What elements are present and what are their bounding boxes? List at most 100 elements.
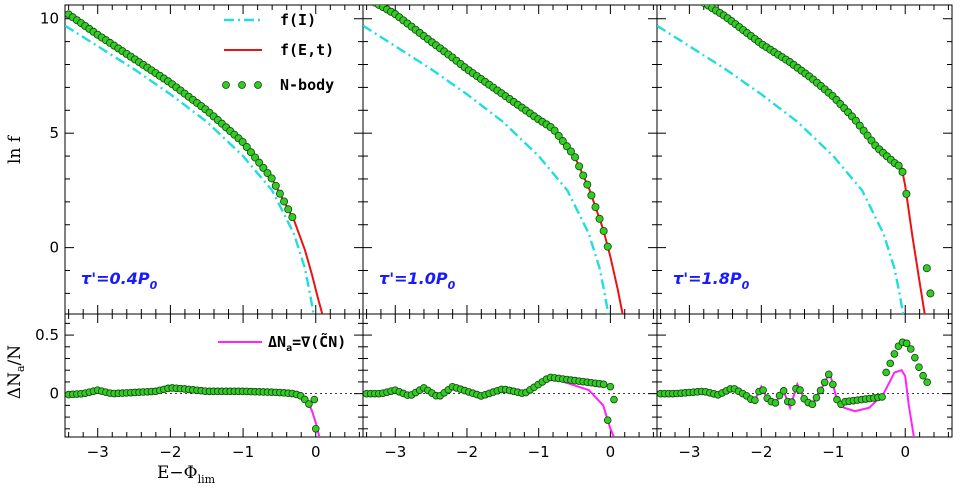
panel-2: −3 −2 −1 0 τ'=1.0P0 xyxy=(362,0,658,461)
series-f-i xyxy=(363,24,610,314)
nbody-point xyxy=(587,191,596,200)
nbody-point xyxy=(697,0,704,4)
series-delta-fit xyxy=(363,376,615,437)
panel-label: τ'=0.4P0 xyxy=(81,269,158,292)
nbody-point xyxy=(599,226,608,235)
delta-point xyxy=(890,350,899,358)
y-tick-label-top: 10 xyxy=(40,10,59,28)
legend-f-i-label: f(I) xyxy=(280,11,316,29)
series-f-i xyxy=(65,24,315,314)
nbody-point xyxy=(575,162,584,171)
delta-point xyxy=(878,393,886,401)
x-tick-label: −2 xyxy=(159,443,181,461)
nbody-point xyxy=(280,197,289,206)
nbody-point xyxy=(284,205,293,214)
delta-point xyxy=(788,398,796,406)
nbody-point xyxy=(550,126,559,135)
nbody-point xyxy=(363,0,370,1)
legend-nbody-dot-1 xyxy=(222,81,230,89)
panel-label: τ'=1.8P0 xyxy=(673,269,750,292)
delta-point xyxy=(820,378,829,387)
delta-point xyxy=(796,386,804,394)
y-tick-label-top: 5 xyxy=(49,124,59,142)
nbody-point xyxy=(558,137,567,146)
legend-nbody-dot-2 xyxy=(238,81,246,89)
legend-nbody-label: N-body xyxy=(280,76,334,94)
nbody-point xyxy=(571,153,580,162)
plot-frame-top xyxy=(656,4,953,315)
nbody-point xyxy=(275,189,284,198)
delta-point xyxy=(902,339,911,348)
delta-point xyxy=(919,371,927,380)
x-tick-label: 0 xyxy=(900,443,910,461)
nbody-point xyxy=(603,242,612,251)
top-series xyxy=(657,0,935,314)
nbody-point xyxy=(894,161,903,170)
y-axis-label-top: ln f xyxy=(5,134,25,164)
nbody-point xyxy=(259,163,268,172)
panel-1: −3 −2 −1 0 0 5 10 0 0.5 τ'=0.4P0 xyxy=(35,4,364,461)
delta-point xyxy=(775,391,784,400)
delta-point xyxy=(779,387,788,395)
nbody-point xyxy=(566,147,575,156)
delta-point xyxy=(915,363,923,371)
y-tick-label-bottom: 0 xyxy=(49,385,59,403)
delta-point xyxy=(882,368,890,377)
legend-top: f(I) f(E,t) N-body xyxy=(222,11,334,94)
x-axis-label: E−Φlim xyxy=(157,463,216,486)
top-series xyxy=(65,10,324,314)
delta-point xyxy=(812,393,821,402)
panels-layer: −3 −2 −1 0 0 5 10 0 0.5 τ'=0.4P0 −3 −2 −1 0 τ'=1.0P0 −3… xyxy=(35,0,953,461)
nbody-point xyxy=(367,0,374,4)
nbody-point xyxy=(926,289,935,298)
legend-bottom: ΔNa=∇(C̃N) xyxy=(218,332,346,354)
delta-point xyxy=(816,386,825,395)
delta-point xyxy=(824,370,833,379)
y-tick-label-top: 0 xyxy=(49,239,59,257)
bottom-series xyxy=(363,373,618,437)
delta-point xyxy=(759,386,767,394)
delta-point xyxy=(923,378,931,387)
bottom-series xyxy=(65,384,321,437)
series-f-i xyxy=(657,24,905,314)
legend-delta-label: ΔNa=∇(C̃N) xyxy=(268,332,346,354)
panel-3: −3 −2 −1 0 τ'=1.8P0 xyxy=(656,0,953,461)
series-f-et xyxy=(377,5,624,314)
nbody-point xyxy=(267,174,276,183)
x-tick-label: −2 xyxy=(456,443,478,461)
y-axis-label-bottom: ΔNa/N xyxy=(5,345,27,399)
x-tick-label: −2 xyxy=(750,443,772,461)
delta-point xyxy=(751,396,759,404)
delta-point xyxy=(886,359,895,368)
x-tick-label: −1 xyxy=(822,443,844,461)
y-tick-label-bottom: 0.5 xyxy=(35,326,59,344)
nbody-point xyxy=(579,171,588,180)
delta-point xyxy=(610,395,618,404)
nbody-point xyxy=(255,158,264,167)
nbody-point xyxy=(562,142,571,151)
panel-label: τ'=1.0P0 xyxy=(379,269,456,292)
nbody-point xyxy=(288,213,297,222)
delta-point xyxy=(906,345,915,353)
legend-nbody-dot-3 xyxy=(254,81,262,89)
x-tick-label: −3 xyxy=(87,443,109,461)
delta-point xyxy=(833,395,841,404)
nbody-point xyxy=(583,180,592,189)
x-tick-label: −1 xyxy=(528,443,550,461)
x-tick-label: 0 xyxy=(311,443,321,461)
plot-frame-bottom xyxy=(656,313,953,438)
nbody-point xyxy=(263,169,272,178)
x-tick-label: −3 xyxy=(678,443,700,461)
delta-point xyxy=(311,424,320,433)
nbody-point xyxy=(591,203,600,212)
delta-point xyxy=(829,380,837,389)
nbody-point xyxy=(693,0,700,2)
delta-point xyxy=(606,382,615,391)
nbody-point xyxy=(554,131,563,140)
nbody-point xyxy=(922,264,931,273)
bottom-series xyxy=(657,338,931,437)
plot-frame-bottom xyxy=(362,313,658,438)
delta-point xyxy=(808,400,817,409)
nbody-point xyxy=(595,214,604,223)
